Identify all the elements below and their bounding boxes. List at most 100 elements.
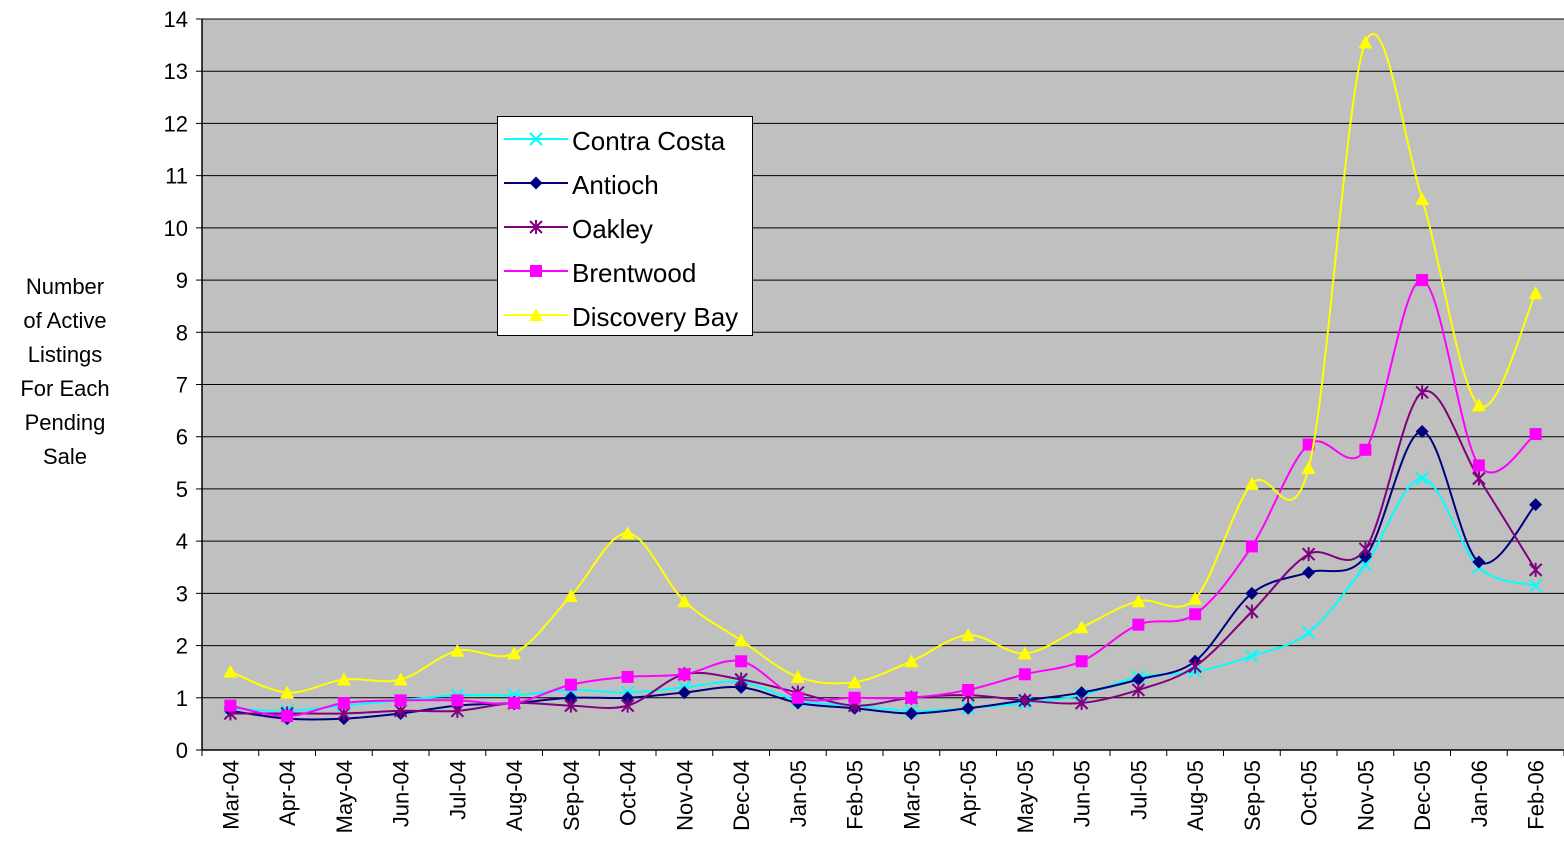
x-tick-label: May-05 — [1013, 760, 1038, 833]
y-tick-label: 14 — [164, 7, 188, 32]
series-lines — [223, 32, 1543, 726]
data-point-brentwood — [1018, 668, 1031, 681]
data-point-brentwood — [451, 694, 464, 707]
x-tick-label: Aug-04 — [502, 760, 527, 831]
data-point-antioch — [1131, 673, 1145, 687]
data-point-antioch — [1245, 586, 1259, 600]
legend-label: Brentwood — [572, 258, 697, 288]
y-axis-label-line-4: For Each — [20, 376, 110, 401]
legend-swatch-discovery-bay — [504, 308, 568, 321]
x-tick-label: Aug-05 — [1183, 760, 1208, 831]
data-point-legend — [529, 220, 543, 234]
data-point-discovery-bay — [1074, 620, 1089, 634]
legend-item-antioch: Antioch — [498, 163, 752, 203]
data-point-discovery-bay — [563, 588, 578, 602]
legend-label: Antioch — [572, 170, 659, 200]
data-point-oakley — [1074, 696, 1089, 711]
data-point-brentwood — [905, 691, 918, 704]
y-axis-label-line-3: Listings — [27, 342, 103, 367]
legend-swatch-brentwood — [504, 265, 568, 277]
y-axis-label-line-1: Number — [25, 274, 105, 299]
y-tick-label: 8 — [176, 320, 188, 345]
data-point-brentwood — [1189, 608, 1202, 621]
data-point-brentwood — [1416, 274, 1429, 287]
legend-item-contra-costa: Contra Costa — [498, 119, 752, 159]
y-tick-label: 10 — [164, 216, 188, 241]
data-point-antioch — [1075, 686, 1089, 700]
data-point-brentwood — [508, 697, 521, 710]
data-point-discovery-bay — [1131, 594, 1146, 608]
data-point-legend — [530, 265, 542, 277]
x-tick-label: Jan-06 — [1467, 760, 1492, 827]
legend-item-oakley: Oakley — [498, 207, 752, 247]
data-point-brentwood — [224, 699, 237, 712]
y-axis-label-line-6: Sale — [42, 444, 88, 469]
data-point-discovery-bay — [961, 628, 976, 642]
y-tick-label: 6 — [176, 425, 188, 450]
data-point-oakley — [1472, 471, 1486, 486]
data-point-brentwood — [621, 670, 634, 683]
data-point-discovery-bay — [790, 669, 805, 683]
y-tick-label: 12 — [164, 111, 188, 136]
x-tick-label: Feb-05 — [843, 760, 868, 830]
data-point-brentwood — [1359, 443, 1372, 456]
y-axis-label: Number of Active Listings For Each Pendi… — [0, 270, 130, 474]
data-point-discovery-bay — [280, 685, 295, 699]
x-tick-label: Jun-05 — [1070, 760, 1095, 827]
legend-label: Discovery Bay — [572, 302, 739, 332]
legend: Contra Costa Antioch Oakley Brentwood Di… — [497, 116, 753, 336]
x-tick-label: Mar-04 — [218, 760, 243, 830]
data-point-oakley — [1245, 604, 1259, 619]
x-tick-label: Jul-05 — [1126, 760, 1151, 820]
y-tick-label: 1 — [176, 686, 188, 711]
series-discovery-bay — [223, 32, 1543, 699]
y-axis-label-line-5: Pending — [24, 410, 106, 435]
legend-swatch-antioch — [504, 176, 568, 190]
x-tick-label: Dec-05 — [1410, 760, 1435, 831]
x-tick-label: Oct-04 — [616, 760, 641, 826]
data-point-brentwood — [1245, 540, 1258, 553]
y-tick-label: 4 — [176, 529, 188, 554]
data-point-oakley — [1188, 659, 1202, 674]
legend-item-brentwood: Brentwood — [498, 251, 752, 291]
legend-swatch-oakley — [504, 220, 568, 234]
data-point-brentwood — [735, 655, 748, 668]
gridlines — [202, 18, 1564, 699]
data-point-legend — [529, 132, 543, 146]
data-point-antioch — [1415, 424, 1429, 438]
y-tick-label: 3 — [176, 581, 188, 606]
series-line-brentwood — [230, 279, 1537, 718]
data-point-brentwood — [337, 697, 350, 710]
y-tick-label: 13 — [164, 59, 188, 84]
y-tick-label: 0 — [176, 738, 188, 763]
data-point-discovery-bay — [1301, 461, 1316, 475]
y-tick-label: 7 — [176, 373, 188, 398]
data-point-oakley — [1301, 547, 1316, 562]
series-brentwood — [224, 274, 1542, 723]
series-line-discovery-bay — [230, 32, 1537, 694]
legend-label: Oakley — [572, 214, 653, 244]
data-point-oakley — [1528, 562, 1543, 577]
data-point-brentwood — [1132, 618, 1145, 631]
x-tick-label: Mar-05 — [899, 760, 924, 830]
x-tick-label: Jun-04 — [389, 760, 414, 827]
x-tick-label: May-04 — [332, 760, 357, 833]
data-point-oakley — [1358, 541, 1373, 556]
data-point-discovery-bay — [507, 646, 522, 660]
x-tick-label: Dec-04 — [729, 760, 754, 831]
data-point-brentwood — [1529, 428, 1542, 441]
data-point-antioch — [1302, 565, 1316, 579]
data-point-oakley — [734, 672, 748, 687]
x-tick-label: Apr-05 — [956, 760, 981, 826]
data-point-discovery-bay — [1528, 286, 1543, 300]
y-tick-label: 9 — [176, 268, 188, 293]
data-point-discovery-bay — [336, 672, 351, 686]
x-tick-label: Apr-04 — [275, 760, 300, 826]
data-point-brentwood — [962, 683, 975, 696]
x-tick-label: Sep-05 — [1240, 760, 1265, 831]
data-point-oakley — [564, 698, 578, 713]
data-point-oakley — [1131, 682, 1146, 697]
x-tick-label: Jul-04 — [445, 760, 470, 820]
